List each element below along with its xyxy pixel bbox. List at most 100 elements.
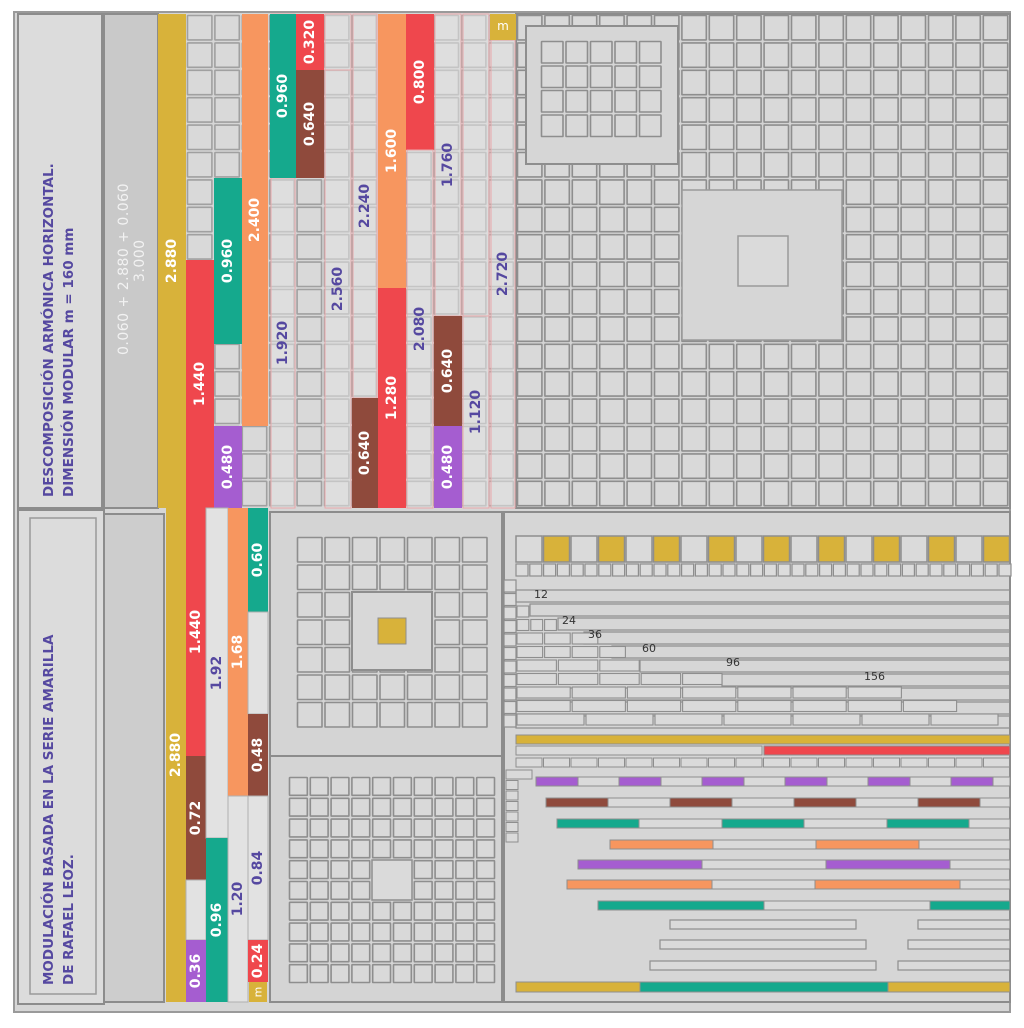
staircase-brick xyxy=(516,605,530,618)
bottom-middle-upper-grid-cell xyxy=(296,536,323,563)
staircase-brick xyxy=(640,672,682,686)
staircase-brick xyxy=(847,686,902,699)
top-right-grid-cell xyxy=(598,480,625,507)
staircase-edge-cell xyxy=(503,673,517,688)
top-right-grid-cell xyxy=(927,206,954,233)
bottom-middle-lower-grid-cell xyxy=(309,943,329,963)
checker-strip-square xyxy=(817,535,846,563)
staircase-edge-cell xyxy=(503,687,517,701)
staircase-edge-cell xyxy=(503,714,517,728)
staircase-brick xyxy=(737,686,792,699)
bottom-middle-lower-grid-cell xyxy=(288,797,309,817)
bottom-middle-lower-grid-cell xyxy=(455,818,475,838)
top-right-grid-cell xyxy=(927,14,954,41)
top-bar-segment xyxy=(406,149,434,509)
bottom-bar-segment xyxy=(186,508,206,756)
top-right-grid-cell xyxy=(872,69,899,96)
top-right-grid-cell xyxy=(598,261,625,288)
bottom-middle-lower-grid-cell xyxy=(475,776,496,797)
top-columns-grid-cell xyxy=(186,69,213,96)
bottom-middle-lower-grid-cell xyxy=(330,880,350,901)
top-right-grid-cell xyxy=(845,151,872,178)
top-right-grid-cell xyxy=(681,425,708,452)
top-right-grid-cell xyxy=(735,124,762,151)
top-right-grid-cell xyxy=(927,179,954,206)
hbar-gray-row2b xyxy=(907,939,1011,950)
top-right-grid-cell xyxy=(571,398,598,425)
hbar-orange-long xyxy=(566,879,713,890)
hbar-purple-short xyxy=(618,776,662,787)
hbar-teal-gap xyxy=(638,818,723,829)
bottom-middle-lower-grid-cell xyxy=(371,839,392,859)
top-right-grid-cell xyxy=(790,151,817,178)
hbar-module-cell xyxy=(983,757,1010,768)
top-right-grid-cell xyxy=(544,261,571,288)
bottom-middle-upper-grid-cell xyxy=(461,591,488,618)
diagram-dynamic-layer: 2.880 1.440 0.960 0.480 2.400 1.920 0.960 0.320… xyxy=(158,13,1012,1003)
top-right-grid-cell xyxy=(955,425,982,452)
top-right-grid-cell xyxy=(900,151,927,178)
top-bar-value-label: 0.640 xyxy=(440,349,456,394)
bottom-middle-upper-grid-cell xyxy=(296,646,323,673)
checker-strip-square xyxy=(955,535,983,563)
bottom-middle-lower-grid-cell xyxy=(288,922,309,942)
bottom-middle-upper-grid-cell xyxy=(324,591,351,618)
checker-strip-square xyxy=(872,535,901,563)
top-right-inner-grid-cell xyxy=(638,40,662,64)
top-right-grid-cell xyxy=(544,425,571,452)
top-right-grid-cell xyxy=(626,453,653,480)
top-right-grid-cell xyxy=(708,151,735,178)
bottom-middle-lower-grid-cell xyxy=(475,901,496,921)
top-right-inner-grid-cell xyxy=(589,40,613,64)
top-columns-grid-cell xyxy=(296,261,323,288)
top-right-grid-cell xyxy=(790,425,817,452)
top-right-grid-cell xyxy=(955,288,982,315)
staircase-brick xyxy=(557,672,599,686)
top-right-grid-cell xyxy=(735,42,762,69)
top-right-grid-cell xyxy=(763,480,790,507)
hbar-module-cell xyxy=(625,757,653,768)
bottom-middle-lower-grid-cell xyxy=(309,963,329,984)
top-right-grid-cell xyxy=(982,151,1009,178)
top-bar-value-label: 1.440 xyxy=(192,362,208,407)
top-right-grid-cell xyxy=(681,480,708,507)
bottom-bar-segment xyxy=(185,879,207,941)
top-right-grid-cell xyxy=(982,69,1009,96)
top-right-grid-cell xyxy=(571,425,598,452)
top-right-grid-cell xyxy=(845,480,872,507)
top-right-inner-grid-cell xyxy=(565,114,589,138)
staircase-edge-cell xyxy=(503,646,517,661)
top-bar-value-label: 1.280 xyxy=(384,376,400,421)
hbar-module-cell xyxy=(735,757,763,768)
checker-strip-square xyxy=(707,535,736,563)
small-module-strip-cell xyxy=(887,563,902,577)
hbar-gray-row3 xyxy=(649,960,877,971)
top-right-grid-cell xyxy=(927,261,954,288)
top-right-grid-cell xyxy=(571,233,598,260)
top-formula-line2: 3.000 xyxy=(132,239,148,282)
top-right-grid-cell xyxy=(955,206,982,233)
top-right-grid-cell xyxy=(516,370,543,397)
hbar-purple-long xyxy=(825,859,951,870)
staircase-brick xyxy=(654,713,723,726)
top-columns-grid-cell xyxy=(186,206,213,233)
top-right-inner-grid-cell xyxy=(589,65,613,89)
top-right-grid-cell xyxy=(927,96,954,123)
top-right-grid-cell xyxy=(598,206,625,233)
top-right-grid-cell xyxy=(653,288,680,315)
bottom-middle-upper-grid-cell xyxy=(351,674,378,701)
bottom-middle-upper-grid-cell xyxy=(379,701,406,728)
top-right-grid-cell xyxy=(626,425,653,452)
bottom-middle-lower-grid-cell xyxy=(392,797,413,817)
top-right-grid-cell xyxy=(927,42,954,69)
top-right-grid-cell xyxy=(653,343,680,370)
top-right-grid-cell xyxy=(544,343,571,370)
bottom-middle-lower-grid-cell xyxy=(475,922,496,942)
top-right-grid-cell xyxy=(955,151,982,178)
bottom-middle-lower-grid-cell xyxy=(392,776,413,797)
top-title-panel xyxy=(17,13,103,509)
top-right-grid-cell xyxy=(735,370,762,397)
top-right-grid-cell xyxy=(982,398,1009,425)
bottom-bar-segment xyxy=(166,508,186,1002)
top-right-grid-cell xyxy=(790,398,817,425)
